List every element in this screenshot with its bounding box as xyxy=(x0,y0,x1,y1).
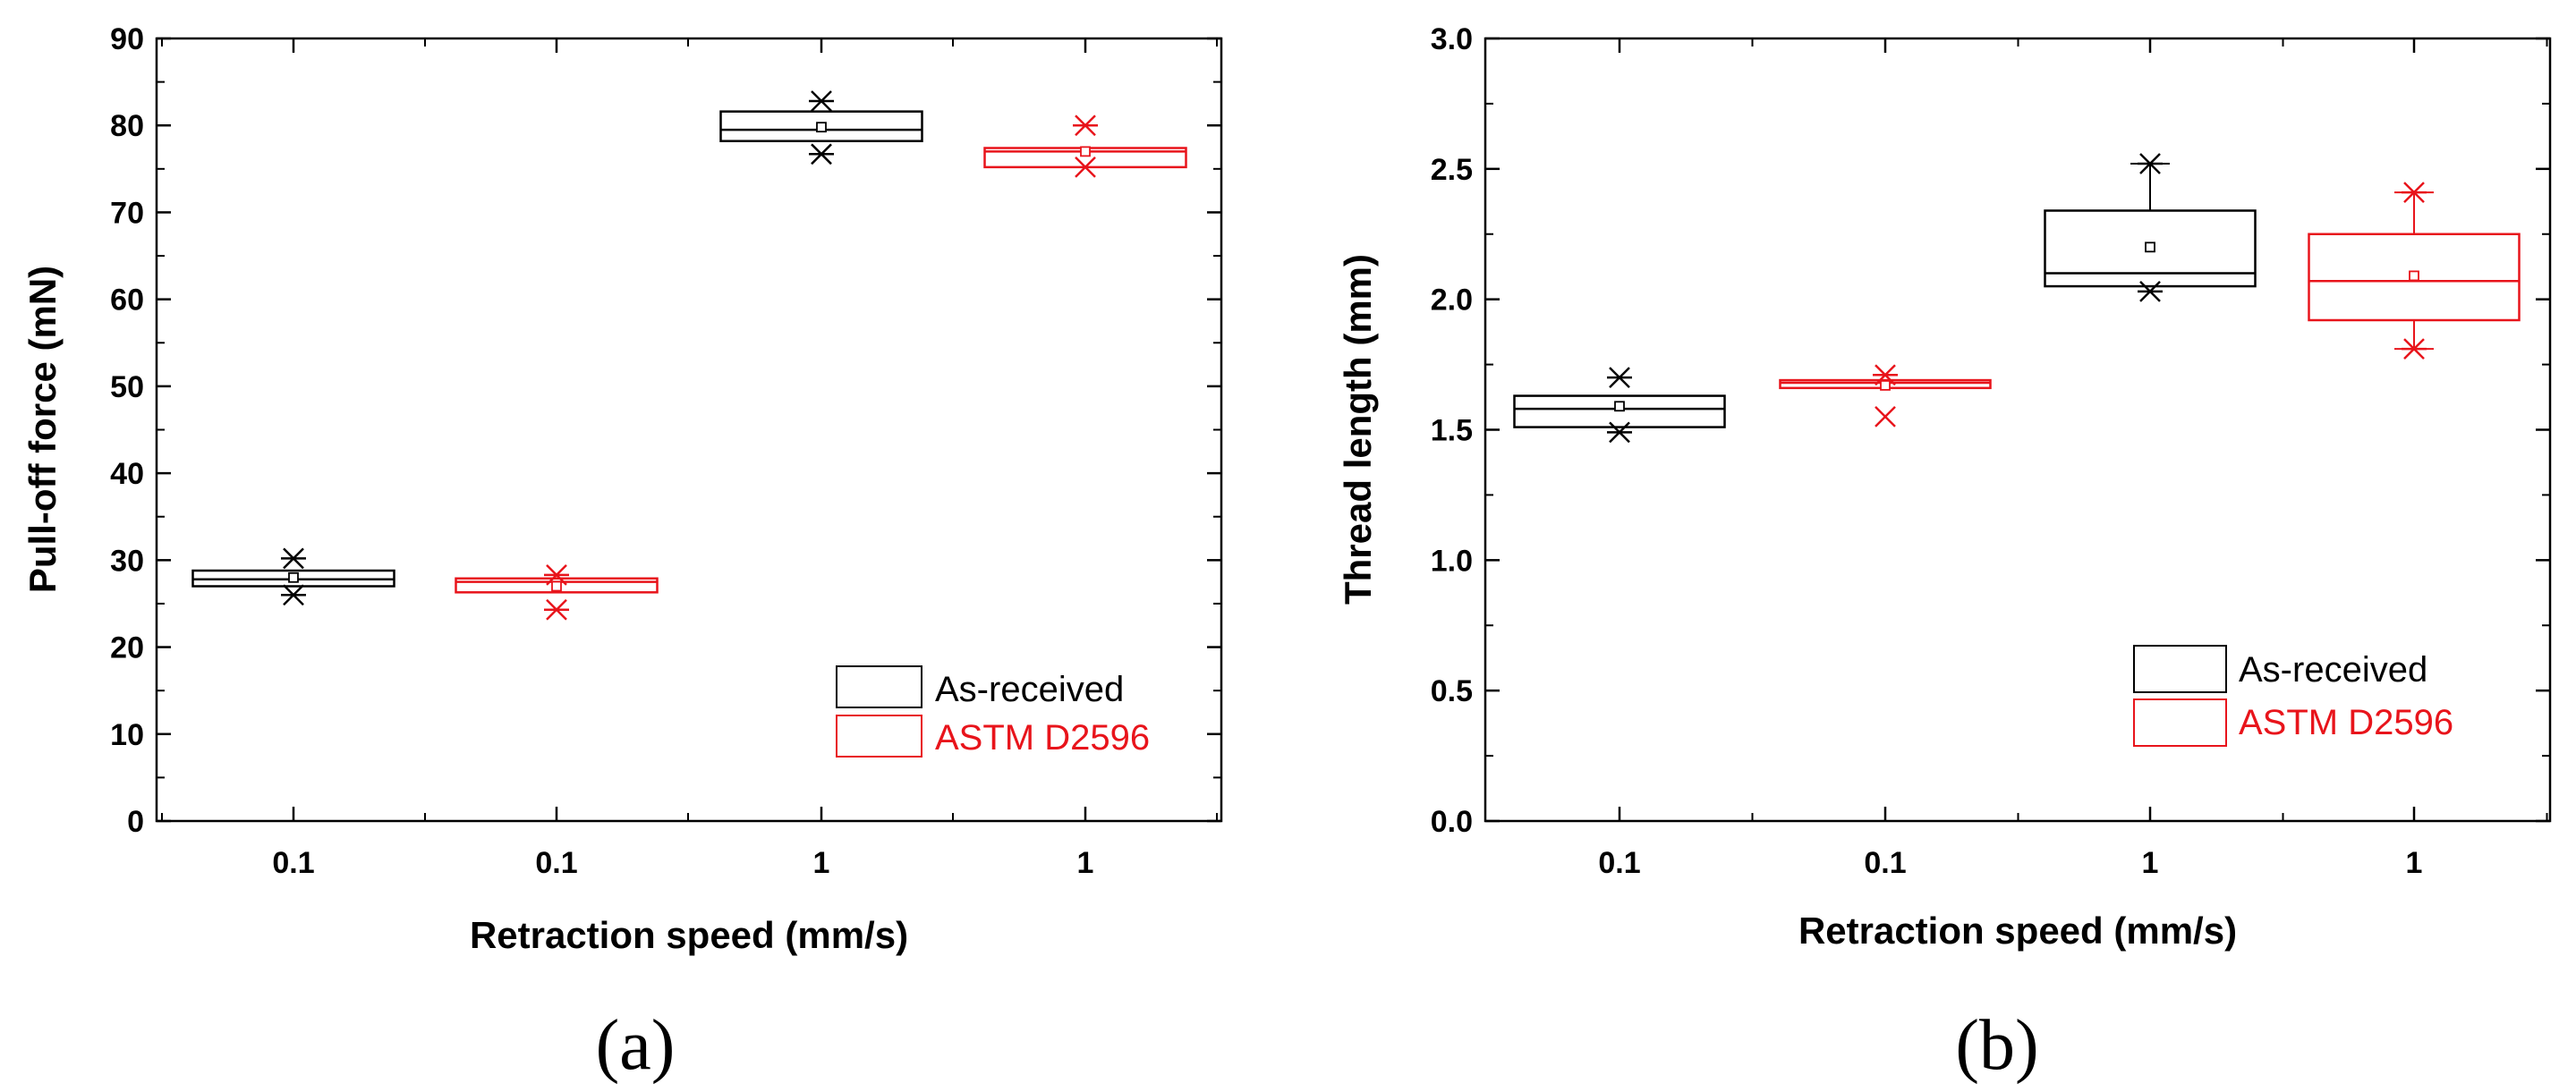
y-tick-label: 2.0 xyxy=(1431,284,1473,317)
x-ticks-a: 0.1 0.1 1 1 xyxy=(161,38,1218,880)
box-iqr xyxy=(2044,209,2257,288)
x-tick-label: 1 xyxy=(2142,846,2159,880)
x-ticks-b: 0.1 0.1 1 1 xyxy=(1598,38,2548,880)
y-tick-label: 0.5 xyxy=(1431,674,1473,708)
box-plot xyxy=(1779,364,1992,427)
box-mean xyxy=(1080,146,1091,157)
extreme-marker-max xyxy=(2138,153,2163,174)
y-tick-label: 0 xyxy=(127,805,144,839)
panel-b: 0.0 0.5 1.0 1.5 2.0 2.5 3.0 0.1 0.1 1 1 Retractio… xyxy=(1337,22,2552,1085)
y-tick-label: 0.0 xyxy=(1431,805,1473,839)
y-tick-label: 90 xyxy=(110,22,144,56)
x-axis-title-a: Retraction speed (mm/s) xyxy=(470,914,908,956)
extreme-marker-min xyxy=(2138,281,2163,302)
y-tick-label: 60 xyxy=(110,284,144,317)
extreme-marker-min xyxy=(2402,338,2427,360)
y-tick-label: 50 xyxy=(110,370,144,404)
box-plot xyxy=(2044,153,2257,302)
box-plot xyxy=(1513,367,1726,444)
y-tick-label: 2.5 xyxy=(1431,153,1473,187)
x-tick-label: 0.1 xyxy=(1864,846,1906,880)
legend-swatch-as-received-a xyxy=(836,665,922,708)
extreme-marker-max xyxy=(544,563,569,586)
y-ticks-b: 0.0 0.5 1.0 1.5 2.0 2.5 3.0 xyxy=(1431,22,2550,839)
box-mean xyxy=(2409,270,2419,282)
x-tick-label: 1 xyxy=(2406,846,2423,880)
box-plot xyxy=(2308,182,2521,360)
box-plot xyxy=(719,90,923,165)
box-mean xyxy=(2145,241,2155,253)
legend-label-astm-b: ASTM D2596 xyxy=(2239,703,2453,742)
box-iqr xyxy=(2308,233,2521,322)
box-iqr xyxy=(1513,394,1726,428)
box-iqr xyxy=(455,577,659,594)
box-plot xyxy=(455,563,659,621)
extreme-marker-max xyxy=(1873,364,1898,386)
y-ticks-a: 0 10 20 30 40 50 60 70 80 90 xyxy=(110,22,1221,839)
box-plot xyxy=(983,114,1187,178)
extreme-marker-max xyxy=(2402,182,2427,203)
y-tick-label: 3.0 xyxy=(1431,22,1473,56)
boxes-a xyxy=(191,90,1187,621)
extreme-marker-min xyxy=(281,584,306,606)
box-mean xyxy=(551,580,562,592)
boxes-b xyxy=(1513,153,2521,444)
extreme-marker-max xyxy=(1073,114,1098,137)
y-tick-label: 80 xyxy=(110,109,144,143)
x-tick-label: 0.1 xyxy=(535,846,577,880)
y-tick-label: 1.0 xyxy=(1431,544,1473,578)
x-tick-label: 1 xyxy=(813,846,830,880)
legend-swatch-as-received-b xyxy=(2133,645,2227,693)
x-tick-label: 1 xyxy=(1077,846,1094,880)
box-mean xyxy=(1880,380,1891,391)
y-tick-label: 1.5 xyxy=(1431,414,1473,448)
y-tick-label: 40 xyxy=(110,457,144,491)
extreme-marker-min xyxy=(809,143,834,165)
y-axis-title-a: Pull-off force (mN) xyxy=(21,266,64,593)
legend-label-astm-a: ASTM D2596 xyxy=(935,718,1150,758)
legend-a: As-received ASTM D2596 xyxy=(836,665,1150,758)
box-mean xyxy=(288,571,299,583)
legend-b: As-received ASTM D2596 xyxy=(2133,645,2453,747)
legend-swatch-astm-b xyxy=(2133,698,2227,747)
y-tick-label: 20 xyxy=(110,631,144,665)
extreme-marker-min xyxy=(1875,406,1896,427)
y-tick-label: 30 xyxy=(110,544,144,578)
panel-label-b: (b) xyxy=(1955,1006,2038,1085)
extreme-marker-min xyxy=(1075,157,1096,178)
legend-swatch-astm-a xyxy=(836,715,922,758)
legend-label-as-received-a: As-received xyxy=(935,670,1124,709)
y-tick-label: 70 xyxy=(110,196,144,230)
panel-a: 0 10 20 30 40 50 60 70 80 90 0.1 0.1 1 1 Retraction … xyxy=(21,22,1223,1085)
extreme-marker-min xyxy=(544,598,569,621)
y-axis-title-b: Thread length (mm) xyxy=(1337,254,1379,605)
x-tick-label: 0.1 xyxy=(1598,846,1640,880)
box-iqr xyxy=(719,110,923,142)
x-tick-label: 0.1 xyxy=(272,846,314,880)
y-tick-label: 10 xyxy=(110,718,144,752)
extreme-marker-min xyxy=(1607,421,1632,444)
x-axis-title-b: Retraction speed (mm/s) xyxy=(1798,910,2237,952)
legend-label-as-received-b: As-received xyxy=(2239,650,2427,690)
extreme-marker-max xyxy=(809,90,834,112)
box-mean xyxy=(816,122,827,133)
box-plot xyxy=(191,547,395,606)
box-mean xyxy=(1614,401,1625,412)
extreme-marker-max xyxy=(1607,367,1632,389)
extreme-marker-max xyxy=(281,547,306,570)
panel-label-a: (a) xyxy=(596,1006,676,1085)
